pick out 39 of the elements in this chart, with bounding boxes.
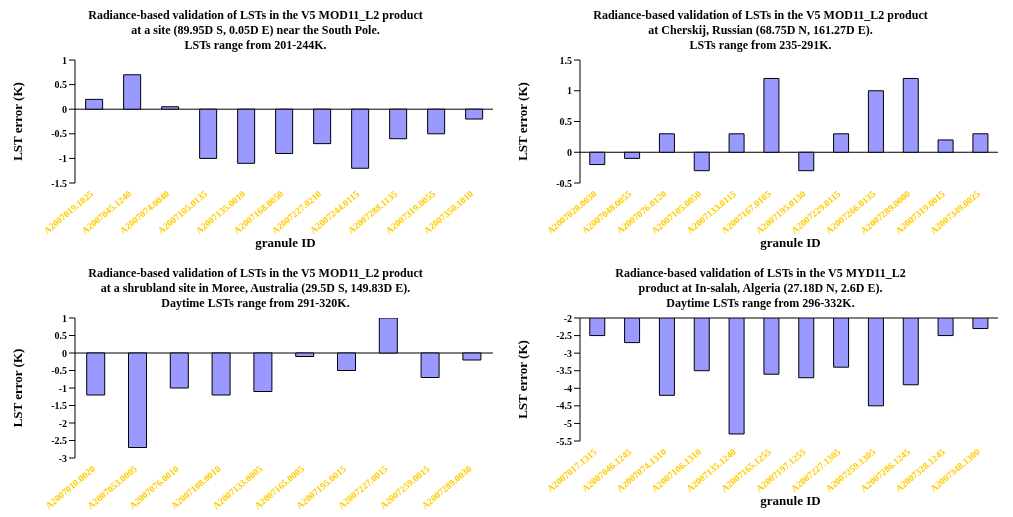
y-tick-label: 0	[62, 347, 67, 359]
y-axis-title: LST error (K)	[514, 82, 530, 161]
y-tick-label: -0.5	[556, 177, 572, 189]
x-axis-title: granule ID	[759, 493, 822, 509]
y-tick-label: 0.5	[559, 116, 572, 128]
y-tick-label: 1	[62, 312, 67, 324]
y-tick-label: -2.5	[556, 330, 572, 342]
x-axis-title: granule ID	[254, 235, 317, 251]
chart-title: Radiance-based validation of LSTs in the V5 MOD11_L2 product at Cherskij, Russian (68.75D N, 161.27D E). LSTs range from 235-291K.	[592, 8, 929, 53]
x-axis-title: granule ID	[759, 235, 822, 251]
y-tick-label: -4.5	[556, 400, 572, 412]
y-tick-label: -2	[58, 417, 67, 429]
y-tick-label: -2	[563, 312, 572, 324]
y-tick-label: -0.5	[51, 365, 67, 377]
y-tick-label: 1	[567, 85, 572, 97]
y-tick-label: -0.5	[51, 128, 67, 140]
y-tick-label: -3.5	[556, 365, 572, 377]
y-tick-label: -2.5	[51, 435, 67, 447]
y-tick-label: 0.5	[54, 330, 67, 342]
y-tick-label: 1.5	[559, 54, 572, 66]
y-tick-label: -1	[58, 382, 67, 394]
y-tick-label: -3	[58, 452, 67, 464]
y-tick-label: -1.5	[51, 400, 67, 412]
y-tick-label: -4	[563, 382, 572, 394]
y-axis-title: LST error (K)	[9, 348, 25, 428]
y-tick-label: -5.5	[556, 435, 572, 447]
y-tick-label: -3	[563, 347, 572, 359]
y-tick-label: 1	[62, 54, 67, 66]
y-tick-label: -1	[58, 152, 67, 164]
y-tick-label: 0	[567, 146, 572, 158]
chart-title: Radiance-based validation of LSTs in the V5 MYD11_L2 product at In-salah, Algeria (27.18D N, 2.6D E). Daytime LSTs range from 296-332K.	[614, 266, 907, 311]
y-tick-label: 0.5	[54, 79, 67, 91]
y-axis-title: LST error (K)	[514, 340, 530, 419]
chart-title: Radiance-based validation of LSTs in the V5 MOD11_L2 product at a site (89.95D S, 0.05D E) near the South Pole. LSTs range from 201-244K.	[87, 8, 424, 53]
y-tick-label: -5	[563, 417, 572, 429]
chart-title: Radiance-based validation of LSTs in the V5 MOD11_L2 product at a shrubland site in Moree, Australia (29.5D S, 149.83D E). Daytime LSTs range from 291-320K.	[87, 266, 424, 311]
y-tick-label: 0	[62, 103, 67, 115]
y-tick-label: -1.5	[51, 177, 67, 189]
y-axis-title: LST error (K)	[9, 82, 25, 161]
